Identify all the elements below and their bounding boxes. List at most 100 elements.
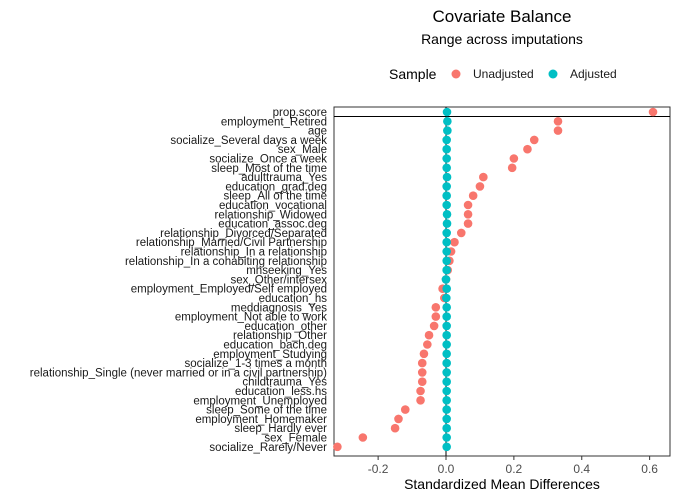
covariate-label: relationship_In a cohabiting relationshi… <box>125 256 327 268</box>
point-adjusted <box>442 349 451 359</box>
covariate-label: employment_Not able to work <box>175 312 327 324</box>
x-axis: -0.2 0.0 0.2 0.4 0.6 <box>368 456 658 476</box>
plot-panel <box>333 106 671 457</box>
point-adjusted <box>442 191 451 200</box>
point-adjusted <box>442 321 451 331</box>
chart-subtitle: Range across imputations <box>421 31 583 47</box>
covariate-label: relationship_Single (never married or in… <box>30 367 327 379</box>
covariate-label: employment_Unemployed <box>193 395 327 407</box>
point-adjusted <box>442 172 452 182</box>
point-unadjusted <box>400 405 410 414</box>
point-adjusted <box>442 340 451 349</box>
covariate-label: relationship_Widowed <box>214 209 327 221</box>
point-unadjusted <box>475 182 485 191</box>
legend-key-adjusted <box>548 69 558 79</box>
point-adjusted <box>442 442 451 452</box>
data-points <box>333 107 658 452</box>
point-unadjusted <box>431 303 441 312</box>
covariate-label: education_grad.deg <box>225 181 327 193</box>
covariate-label: employment_Homemaker <box>195 414 327 426</box>
covariate-label: sleep_Some of the time <box>206 405 327 417</box>
covariate-label: sex_Other/intersex <box>230 274 327 286</box>
point-adjusted <box>442 293 451 303</box>
x-tick-label: 0.6 <box>641 462 658 476</box>
covariate-label: relationship_In a relationship <box>181 247 327 259</box>
point-unadjusted <box>416 396 425 405</box>
covariate-label: meddiagnosis_Yes <box>231 302 327 314</box>
point-unadjusted <box>468 191 478 200</box>
legend-label-adjusted: Adjusted <box>570 67 617 81</box>
point-adjusted <box>442 396 451 405</box>
covariate-label: employment_Employed/Self employed <box>131 284 327 296</box>
point-adjusted <box>442 358 451 368</box>
point-adjusted <box>442 368 451 377</box>
covariate-label: employment_Studying <box>213 349 327 361</box>
point-unadjusted <box>648 107 658 117</box>
point-unadjusted <box>429 321 439 331</box>
covariate-label: sex_Female <box>264 433 327 445</box>
point-adjusted <box>442 330 451 340</box>
point-adjusted <box>442 414 451 424</box>
point-adjusted <box>442 312 451 321</box>
point-unadjusted <box>419 349 429 359</box>
covariate-label: education_less.hs <box>235 386 327 398</box>
covariate-label: employment_Retired <box>221 116 327 128</box>
point-unadjusted <box>463 219 473 228</box>
point-adjusted <box>442 256 451 266</box>
covariate-label: adulttrauma_Yes <box>241 172 327 184</box>
point-adjusted <box>442 200 451 210</box>
point-adjusted <box>441 275 451 284</box>
point-unadjusted <box>523 144 532 154</box>
covariate-label: childtrauma_Yes <box>242 377 327 389</box>
point-unadjusted <box>450 237 459 247</box>
point-adjusted <box>442 405 451 414</box>
covariate-label: mhseeking_Yes <box>246 265 327 277</box>
covariate-label: education_other <box>245 321 328 333</box>
point-unadjusted <box>479 172 488 182</box>
x-tick-label: 0.2 <box>506 462 523 476</box>
covariate-label: socialize_Several days a week <box>170 135 327 147</box>
point-unadjusted <box>431 312 441 321</box>
point-adjusted <box>442 182 451 191</box>
point-adjusted <box>442 210 452 219</box>
point-unadjusted <box>509 154 519 163</box>
point-adjusted <box>442 247 451 256</box>
legend: Sample Unadjusted Adjusted <box>389 66 617 82</box>
chart-title: Covariate Balance <box>433 7 572 26</box>
covariate-label: relationship_Married/Civil Partnership <box>136 237 327 249</box>
point-adjusted <box>442 107 452 117</box>
point-adjusted <box>442 303 451 312</box>
covariate-labels: prop.scoreemployment_Retiredagesocialize… <box>30 107 327 454</box>
point-unadjusted <box>423 340 432 349</box>
point-adjusted <box>442 135 451 145</box>
point-unadjusted <box>456 228 466 238</box>
covariate-label: sleep_All of the time <box>223 191 327 203</box>
x-tick-label: 0.4 <box>573 462 590 476</box>
covariate-label: sleep_Hardly ever <box>234 423 327 435</box>
point-unadjusted <box>553 126 563 135</box>
covariate-label: relationship_Divorced/Separated <box>160 228 327 240</box>
point-unadjusted <box>390 423 400 433</box>
point-unadjusted <box>424 330 434 340</box>
covariate-label: education_vocational <box>219 200 327 212</box>
point-unadjusted <box>394 414 403 424</box>
point-adjusted <box>442 154 451 163</box>
covariate-label: sleep_Most of the time <box>211 163 327 175</box>
point-adjusted <box>442 284 451 294</box>
point-adjusted <box>442 219 452 228</box>
point-unadjusted <box>553 117 563 126</box>
covariate-label: socialize_Once a week <box>209 154 327 166</box>
point-unadjusted <box>463 200 473 210</box>
point-adjusted <box>442 237 451 247</box>
point-unadjusted <box>463 210 473 219</box>
covariate-label: sex_Male <box>278 144 327 156</box>
legend-title: Sample <box>389 66 437 82</box>
covariate-label: prop.score <box>273 107 327 119</box>
point-unadjusted <box>507 163 517 173</box>
x-tick-label: 0.0 <box>438 462 455 476</box>
point-adjusted <box>442 144 451 154</box>
covariate-label: education_hs <box>259 293 328 305</box>
x-tick-label: -0.2 <box>368 462 389 476</box>
point-adjusted <box>443 117 452 126</box>
